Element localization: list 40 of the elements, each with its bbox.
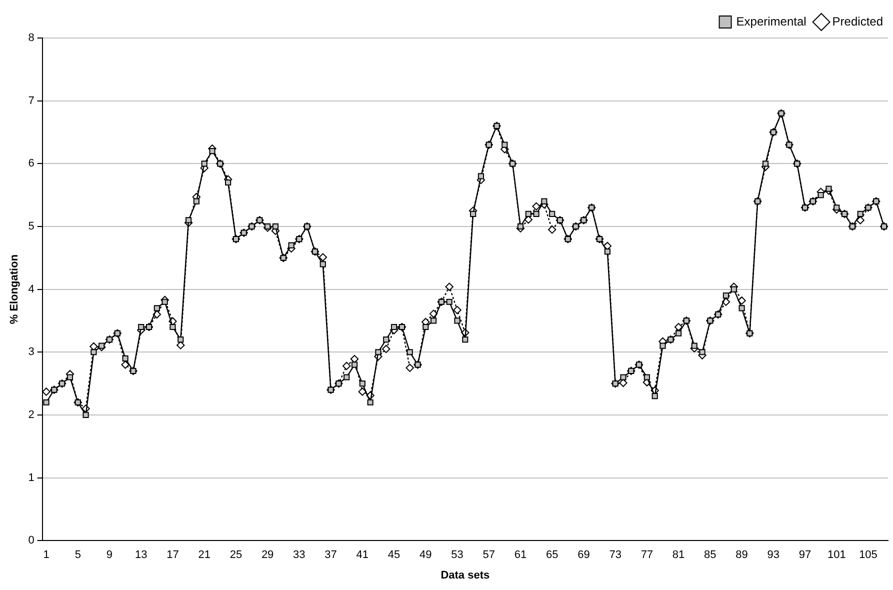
y-tick-label: 1	[28, 472, 34, 484]
x-tick-label: 37	[324, 549, 337, 562]
x-tick-label: 53	[451, 549, 464, 562]
y-tick-label: 7	[28, 94, 34, 107]
y-tick-label: 2	[28, 408, 34, 421]
x-tick-label: 5	[74, 549, 81, 562]
x-tick-label: 25	[230, 549, 242, 562]
x-tick-label: 1	[43, 549, 50, 562]
legend-label: Experimental	[736, 14, 806, 28]
x-tick-label: 101	[827, 549, 846, 562]
y-tick-label: 6	[28, 158, 34, 170]
legend-label: Predicted	[832, 14, 884, 28]
x-tick-label: 93	[767, 549, 780, 562]
x-tick-label: 97	[798, 549, 812, 562]
x-tick-label: 89	[736, 549, 748, 562]
x-tick-label: 81	[672, 549, 685, 562]
x-tick-label: 29	[261, 549, 274, 562]
x-tick-label: 105	[859, 549, 878, 562]
y-tick-label: 0	[28, 534, 34, 547]
x-tick-label: 69	[578, 549, 590, 562]
x-tick-label: 45	[388, 549, 400, 562]
y-tick-label: 8	[28, 32, 34, 44]
x-tick-label: 13	[134, 549, 148, 562]
x-tick-label: 73	[609, 549, 622, 562]
x-tick-label: 85	[704, 549, 716, 562]
y-tick-label: 3	[28, 346, 34, 358]
x-tick-label: 77	[640, 549, 654, 562]
x-tick-label: 49	[420, 549, 432, 562]
x-tick-label: 9	[106, 549, 113, 562]
x-tick-label: 65	[546, 549, 558, 562]
y-tick-label: 4	[28, 283, 34, 296]
x-tick-label: 17	[166, 549, 179, 562]
x-tick-label: 33	[293, 549, 306, 562]
x-tick-label: 61	[514, 549, 527, 562]
x-tick-label: 21	[198, 549, 210, 562]
x-axis-title: Data sets	[440, 569, 490, 582]
x-tick-label: 57	[482, 549, 495, 562]
y-tick-label: 5	[28, 220, 34, 233]
x-tick-label: 41	[356, 549, 369, 562]
y-axis-title: % Elongation	[8, 254, 21, 324]
